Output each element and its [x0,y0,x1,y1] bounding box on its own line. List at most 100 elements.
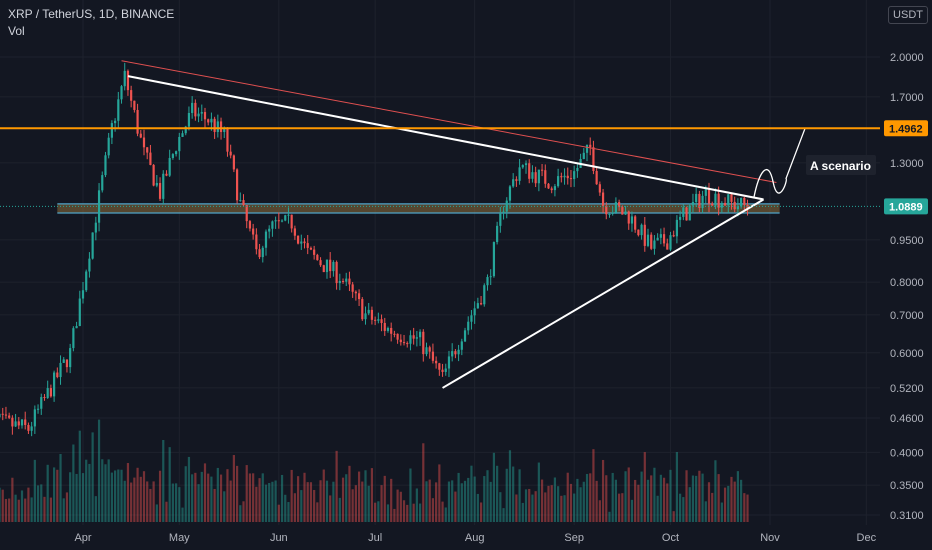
volume-bar [711,492,714,522]
candles [0,62,749,437]
candle-body [576,167,579,172]
candle-body [451,351,454,357]
candle-body [582,152,585,159]
candle-body [303,241,306,244]
volume-bar [245,465,248,522]
x-tick-label: Jun [270,532,288,544]
volume-indicator-label[interactable]: Vol [8,24,25,38]
volume-bar [36,485,40,522]
volume-bar [313,489,316,522]
candle-body [345,278,348,282]
volume-bar [216,467,219,522]
candle-body [547,183,550,189]
volume-bar [717,474,720,522]
volume-bar [435,482,438,522]
symbol-title[interactable]: XRP / TetherUS, 1D, BINANCE [8,7,175,21]
candle-body [104,155,107,176]
candle-body [101,175,104,191]
candle-body [402,342,406,344]
volume-bar [268,482,271,522]
volume-bar [573,493,576,522]
candle-body [643,224,646,246]
candle-body [569,178,573,180]
volume-bar [669,469,672,522]
volume-bar [441,501,444,522]
volume-bar [49,497,52,522]
candle-body [723,202,727,206]
volume-bar [110,472,113,522]
x-tick-label: Nov [760,532,780,544]
candle-body [181,133,184,137]
volume-bar [271,481,274,522]
currency-tag[interactable]: USDT [888,6,928,24]
volume-bar [492,452,496,522]
candle-body [110,123,113,138]
volume-bar [630,499,634,522]
candle-body [351,284,354,292]
volume-bar [679,493,682,522]
candle-body [431,351,435,361]
volume-bar [576,478,579,522]
volume-bar [483,476,486,522]
candle-body [537,169,540,184]
candle-body [114,120,117,124]
candle-body [239,200,242,202]
volume-bar [736,471,739,522]
candle-body [88,258,91,272]
candle-body [367,309,370,314]
candle-body [158,183,162,199]
candle-body [341,281,345,283]
candle-body [348,278,351,285]
candle-body [463,330,467,342]
candle-body [492,242,496,277]
volume-bar [162,439,165,522]
volume-bar [40,484,43,522]
volume-bar [338,497,341,522]
volume-bar [319,480,322,522]
volume-bar [78,430,81,522]
volume-bar [550,485,553,522]
volume-bar [637,484,640,522]
candle-body [666,243,669,250]
volume-bar [309,482,313,522]
candle-body [675,219,679,237]
candle-body [94,222,97,233]
candle-body [284,215,287,221]
candle-body [219,121,223,133]
time-axis[interactable]: Apr May Jun Jul Aug Sep Oct Nov Dec [74,532,876,544]
volume-bar [534,491,537,522]
volume-bar [136,467,139,522]
candle-body [252,228,255,235]
volume-bar [85,459,88,522]
candle-body [733,201,736,210]
candle-body [386,327,390,331]
candle-body [601,192,605,206]
price-axis[interactable]: 2.0000 1.7000 1.3000 0.9500 0.8000 0.7000 0.60… [884,52,928,522]
volume-bar [17,499,20,522]
candle-body [338,281,341,284]
candle-body [428,347,431,352]
volume-bar [277,504,280,522]
candle-body [174,151,178,155]
y-tick-label: 0.4600 [890,413,924,425]
candle-body [14,421,17,427]
volume-bar [537,462,540,522]
volume-bar [402,500,406,522]
volume-bar [515,494,518,522]
candle-body [399,339,402,343]
candle-body [319,260,322,266]
volume-bar [672,511,675,522]
candle-body [329,259,332,272]
volume-bar [704,501,707,522]
candle-body [630,216,634,224]
volume-bar [370,468,374,522]
candle-body [524,163,528,166]
candle-body [573,171,576,180]
candle-body [534,172,537,184]
volume-bar [730,476,733,522]
trendlines[interactable] [121,60,806,389]
candle-body [627,211,630,224]
volume-bar [210,476,213,522]
